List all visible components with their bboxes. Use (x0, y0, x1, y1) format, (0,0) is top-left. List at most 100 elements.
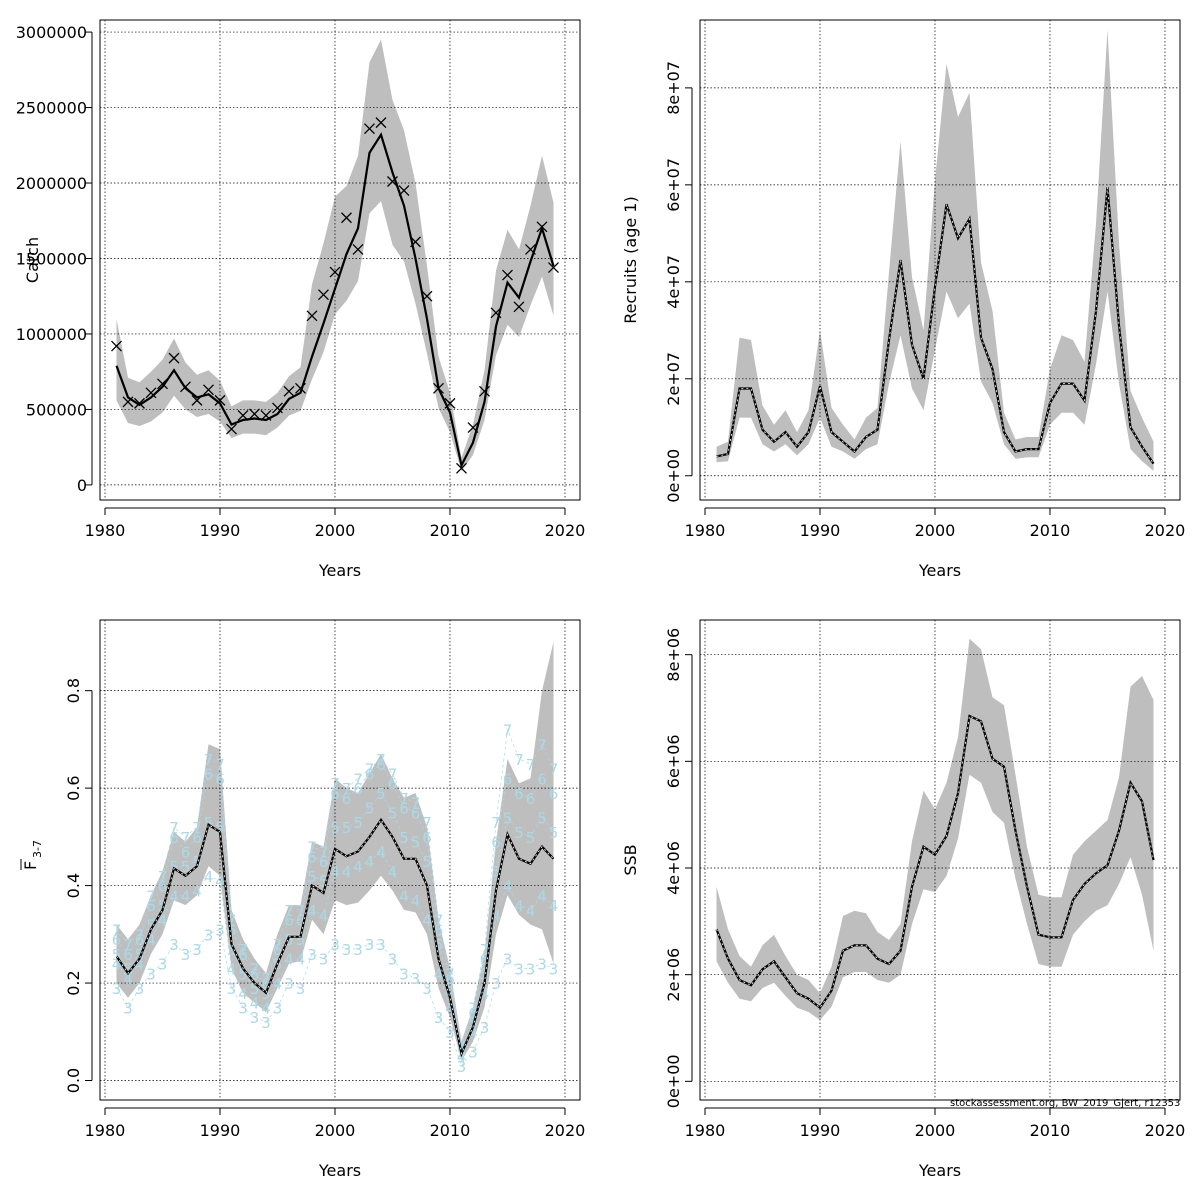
age-label-4: 4 (261, 999, 271, 1017)
age-label-7: 7 (457, 1038, 467, 1056)
age-label-5: 5 (204, 814, 214, 832)
age-label-7: 7 (296, 902, 306, 920)
age-label-5: 5 (399, 829, 409, 847)
age-label-4: 4 (503, 878, 513, 896)
age-label-3: 3 (227, 980, 237, 998)
observed-point (272, 402, 283, 414)
y-tick-label: 2000000 (16, 174, 87, 193)
age-label-6: 6 (261, 975, 271, 993)
age-label-5: 5 (135, 946, 145, 964)
observed-point (513, 301, 525, 313)
age-label-5: 5 (445, 980, 455, 998)
age-label-4: 4 (146, 931, 156, 949)
age-label-7: 7 (399, 790, 409, 808)
x-tick-label: 2010 (1030, 1121, 1071, 1140)
observed-point (306, 310, 318, 322)
x-axis-title: Years (318, 1161, 361, 1180)
age-label-5: 5 (526, 829, 536, 847)
age-label-6: 6 (135, 931, 145, 949)
age-label-7: 7 (204, 751, 214, 769)
observed-point (111, 340, 122, 352)
observed-point (536, 221, 548, 233)
age-label-3: 3 (353, 941, 363, 959)
age-label-6: 6 (215, 770, 225, 788)
age-label-7: 7 (227, 912, 237, 930)
age-label-7: 7 (434, 912, 444, 930)
age-label-4: 4 (526, 902, 536, 920)
age-label-4: 4 (319, 907, 329, 925)
age-label-6: 6 (445, 970, 455, 988)
observed-point (318, 289, 329, 301)
age-label-6: 6 (491, 834, 501, 852)
age-label-7: 7 (411, 795, 421, 813)
age-label-5: 5 (296, 931, 306, 949)
age-label-4: 4 (342, 863, 352, 881)
observed-point (490, 307, 502, 319)
age-label-7: 7 (192, 819, 202, 837)
age-label-4: 4 (135, 956, 145, 974)
age-label-6: 6 (123, 946, 133, 964)
age-label-4: 4 (549, 897, 559, 915)
age-label-5: 5 (250, 980, 260, 998)
age-label-5: 5 (112, 946, 122, 964)
age-label-4: 4 (284, 951, 294, 969)
y-tick-label: 0 (77, 476, 87, 495)
age-label-6: 6 (376, 756, 386, 774)
age-label-6: 6 (514, 785, 524, 803)
age-label-3: 3 (158, 956, 168, 974)
age-label-4: 4 (468, 1024, 478, 1042)
observed-point (387, 176, 398, 187)
age-label-3: 3 (365, 936, 375, 954)
age-label-3: 3 (411, 970, 421, 988)
observed-point (525, 243, 536, 255)
x-axis-title: Years (318, 561, 361, 580)
age-label-5: 5 (491, 863, 501, 881)
age-label-4: 4 (422, 912, 432, 930)
age-label-6: 6 (238, 946, 248, 964)
age-label-5: 5 (284, 931, 294, 949)
y-tick-label: 0.0 (64, 1068, 83, 1093)
age-label-3: 3 (146, 965, 156, 983)
x-tick-label: 1990 (200, 521, 241, 540)
age-label-6: 6 (284, 912, 294, 930)
y-axis-title-subscript: 3-7 (31, 840, 44, 858)
age-label-7: 7 (181, 829, 191, 847)
observed-point (548, 262, 559, 274)
age-label-7: 7 (342, 780, 352, 798)
age-label-3: 3 (273, 999, 283, 1017)
age-label-4: 4 (227, 960, 237, 978)
age-label-4: 4 (537, 887, 547, 905)
plot-frame (699, 619, 1181, 1101)
age-label-5: 5 (537, 809, 547, 827)
x-tick-label: 2020 (1145, 521, 1186, 540)
x-tick-label: 2000 (315, 521, 356, 540)
age-label-4: 4 (169, 887, 179, 905)
age-label-3: 3 (238, 999, 248, 1017)
observed-point (421, 290, 433, 302)
y-tick-label: 0e+00 (664, 1054, 683, 1108)
observed-point (479, 385, 490, 397)
age-label-7: 7 (158, 868, 168, 886)
age-label-7: 7 (365, 761, 375, 779)
age-label-7: 7 (491, 814, 501, 832)
age-label-3: 3 (123, 999, 133, 1017)
y-axis-title: F (21, 861, 40, 870)
ssb-panel: 1980 1990 2000 2010 2020 Years 0e+00 2e+06 4e+06… (621, 619, 1185, 1180)
estimate-line-dash (716, 715, 1154, 1009)
age-label-6: 6 (411, 804, 421, 822)
age-label-6: 6 (549, 785, 559, 803)
age-label-3: 3 (445, 1024, 455, 1042)
x-tick-label: 2000 (315, 1121, 356, 1140)
age-label-3: 3 (169, 936, 179, 954)
x-tick-label: 2010 (430, 1121, 471, 1140)
age-label-4: 4 (215, 873, 225, 891)
x-axis-title: Years (918, 561, 961, 580)
age-label-6: 6 (342, 790, 352, 808)
observed-point (134, 397, 145, 409)
age-label-5: 5 (365, 800, 375, 818)
y-tick-label: 4e+06 (664, 841, 683, 895)
observed-point (122, 396, 134, 408)
age-label-4: 4 (514, 897, 524, 915)
y-tick-label: 2500000 (16, 99, 87, 118)
age-label-3: 3 (204, 926, 214, 944)
